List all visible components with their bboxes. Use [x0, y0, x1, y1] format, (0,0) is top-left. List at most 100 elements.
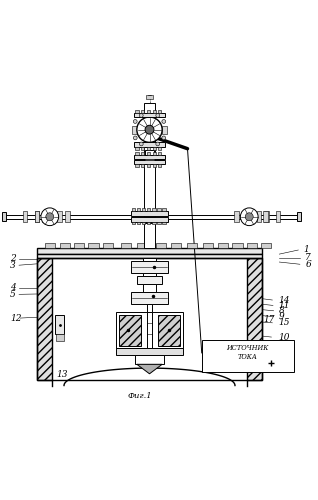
Bar — [146, 95, 153, 98]
Bar — [232, 244, 243, 248]
Bar — [145, 150, 154, 155]
Text: 7: 7 — [305, 254, 311, 262]
Bar — [137, 222, 140, 224]
Text: 15: 15 — [279, 318, 290, 328]
Bar — [132, 222, 135, 224]
Bar — [103, 244, 114, 248]
Circle shape — [145, 126, 154, 134]
Bar — [132, 126, 137, 134]
Bar — [57, 211, 62, 222]
Text: 4: 4 — [10, 284, 16, 292]
Text: 17: 17 — [264, 315, 275, 324]
Bar — [297, 212, 301, 221]
Bar — [261, 244, 271, 248]
Bar — [23, 211, 27, 222]
Bar — [132, 208, 135, 211]
Text: 10: 10 — [279, 332, 290, 342]
Bar — [158, 164, 161, 166]
Bar — [141, 152, 144, 155]
Polygon shape — [137, 364, 162, 374]
Bar — [203, 244, 213, 248]
Bar — [141, 164, 144, 166]
Bar — [37, 258, 262, 380]
Bar — [147, 312, 152, 348]
Text: 2: 2 — [10, 254, 16, 264]
Bar — [116, 348, 183, 355]
Text: 14: 14 — [279, 296, 290, 304]
Text: 3: 3 — [10, 260, 16, 270]
Bar — [153, 164, 156, 166]
Bar — [144, 103, 155, 217]
Bar — [147, 110, 150, 112]
Bar — [145, 159, 154, 160]
Bar — [156, 244, 166, 248]
Bar — [137, 208, 140, 211]
Bar — [88, 244, 99, 248]
Bar — [257, 211, 261, 222]
Bar — [143, 273, 156, 276]
Bar — [247, 258, 262, 380]
Bar — [158, 152, 161, 155]
Bar — [162, 222, 166, 224]
Bar — [43, 211, 47, 222]
Bar — [74, 244, 84, 248]
Bar — [147, 222, 150, 224]
Bar — [162, 126, 167, 134]
Text: 8: 8 — [279, 306, 284, 316]
Bar — [143, 284, 156, 292]
Bar — [119, 314, 141, 346]
Bar — [135, 142, 164, 147]
Bar — [143, 258, 156, 261]
Circle shape — [245, 213, 253, 220]
Circle shape — [139, 142, 143, 146]
Circle shape — [162, 136, 166, 140]
Bar — [247, 244, 257, 248]
Bar — [65, 211, 70, 222]
Circle shape — [156, 114, 160, 117]
Bar — [171, 244, 182, 248]
Circle shape — [240, 208, 258, 226]
Bar — [158, 314, 180, 346]
Bar — [218, 244, 228, 248]
Circle shape — [41, 208, 59, 226]
Text: 6: 6 — [305, 260, 311, 268]
Bar — [116, 312, 183, 348]
Text: 13: 13 — [56, 370, 68, 379]
Bar — [147, 208, 150, 211]
Circle shape — [156, 142, 160, 146]
Text: 11: 11 — [279, 301, 290, 310]
Bar — [158, 110, 161, 112]
Circle shape — [139, 114, 143, 117]
Bar — [144, 223, 155, 248]
Bar — [35, 211, 39, 222]
Bar — [135, 160, 164, 164]
Bar — [141, 110, 144, 112]
Bar — [55, 315, 64, 334]
Bar — [135, 155, 164, 159]
Bar — [157, 208, 161, 211]
Bar — [52, 258, 247, 380]
Circle shape — [133, 136, 137, 140]
Bar — [162, 208, 166, 211]
Bar — [35, 211, 39, 222]
Circle shape — [133, 120, 137, 124]
Bar — [147, 304, 152, 312]
Bar — [135, 110, 139, 112]
Bar — [147, 164, 150, 166]
Bar — [130, 217, 169, 222]
Bar — [135, 355, 164, 364]
Bar — [275, 211, 280, 222]
Bar — [234, 211, 239, 222]
Bar — [153, 152, 156, 155]
Text: 12: 12 — [10, 314, 22, 322]
Bar — [121, 244, 131, 248]
Bar — [158, 147, 161, 150]
Text: ИСТОЧНИК
ТОКА: ИСТОЧНИК ТОКА — [226, 344, 269, 361]
Bar — [153, 147, 156, 150]
Bar — [187, 244, 197, 248]
Bar — [202, 340, 294, 372]
Bar — [135, 147, 139, 150]
Text: 1: 1 — [303, 246, 309, 254]
Text: 9: 9 — [279, 312, 284, 321]
Circle shape — [137, 117, 162, 142]
